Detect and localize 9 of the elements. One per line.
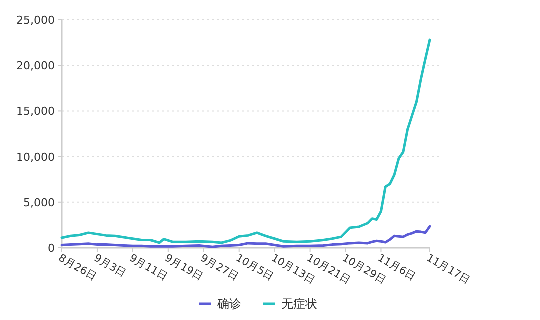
x-tick-label: 11月17日 [424,252,473,287]
y-tick-label: 5,000 [24,196,55,210]
legend-label: 无症状 [282,297,318,311]
legend-label: 确诊 [216,297,242,311]
y-tick-label: 20,000 [16,60,55,73]
y-tick-label: 10,000 [16,150,55,164]
y-tick-label: 0 [48,242,55,255]
y-tick-label: 15,000 [16,105,55,118]
y-tick-label: 25,000 [16,14,55,27]
